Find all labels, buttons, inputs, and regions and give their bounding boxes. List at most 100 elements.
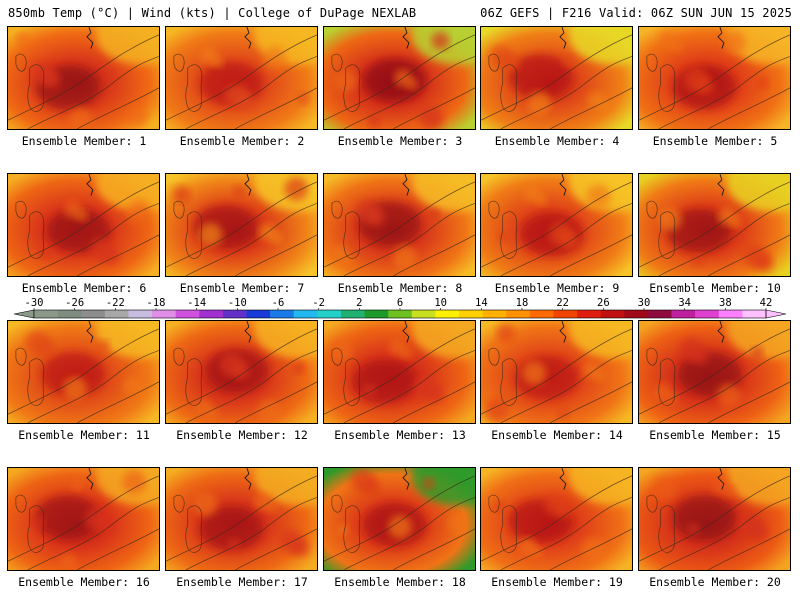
temperature-field (8, 27, 159, 129)
cool-region (568, 27, 632, 65)
ensemble-member-label: Ensemble Member: 5 (652, 134, 778, 148)
coastline (559, 174, 567, 196)
colorbar-swatch (529, 310, 554, 318)
colorbar-swatch (104, 310, 129, 318)
colorbar-swatch (199, 310, 224, 318)
heat-core (666, 209, 730, 253)
temperature-field (481, 27, 632, 129)
temperature-field (639, 321, 790, 423)
height-contours (324, 181, 475, 276)
height-contours (639, 475, 790, 570)
height-contours (481, 34, 632, 129)
colorbar-tick-label: 42 (760, 297, 773, 309)
temperature-colorbar: -30 -26 -22 -18 -14 -10 -6 -2 2 6 10 14 18 22 26 30 34 38… (12, 295, 788, 321)
ensemble-member-label: Ensemble Member: 17 (176, 575, 308, 589)
temperature-field (8, 468, 159, 570)
height-contours (481, 181, 632, 276)
coastline (86, 174, 94, 196)
colorbar-swatch (435, 310, 460, 318)
coastline (244, 468, 252, 490)
ensemble-member-map[interactable] (638, 467, 791, 571)
cool-region (568, 321, 632, 359)
coastline (402, 27, 410, 49)
colorbar-tick-label: -14 (187, 297, 206, 309)
ensemble-member-map[interactable] (165, 26, 318, 130)
temperature-field (166, 321, 317, 423)
ensemble-member-map[interactable] (165, 467, 318, 571)
colorbar-tick-label: 34 (678, 297, 691, 309)
ensemble-member-label: Ensemble Member: 1 (21, 134, 147, 148)
map-title: 850mb Temp (°C) | Wind (kts) | College o… (8, 6, 417, 20)
ensemble-member-label: Ensemble Member: 20 (649, 575, 781, 589)
temperature-field (639, 468, 790, 570)
cool-region (726, 174, 790, 212)
ensemble-member-label: Ensemble Member: 4 (494, 134, 620, 148)
cool-region (568, 468, 632, 506)
ensemble-member-map[interactable] (638, 320, 791, 424)
coastline (244, 321, 252, 343)
ensemble-member-map[interactable] (323, 467, 476, 571)
ensemble-member-map[interactable] (165, 173, 318, 277)
colorbar-swatch (600, 310, 625, 318)
colorbar-tick-label: -6 (272, 297, 285, 309)
colorbar-tick-label: 26 (597, 297, 610, 309)
heat-core (35, 495, 99, 539)
ensemble-member-map[interactable] (7, 26, 160, 130)
ensemble-member-map[interactable] (165, 320, 318, 424)
ensemble-member-map[interactable] (323, 26, 476, 130)
cool-region (726, 321, 790, 359)
ensemble-member-map[interactable] (7, 173, 160, 277)
colorbar-swatch (340, 310, 365, 318)
coastline (717, 321, 725, 343)
temperature-field (324, 468, 475, 570)
colorbar-swatch (482, 310, 507, 318)
temperature-field (324, 27, 475, 129)
ensemble-member-map[interactable] (7, 320, 160, 424)
temperature-field (481, 321, 632, 423)
ensemble-member-label: Ensemble Member: 14 (491, 428, 623, 442)
ensemble-member-map[interactable] (480, 173, 633, 277)
temperature-field (324, 321, 475, 423)
ensemble-member-label: Ensemble Member: 10 (649, 281, 781, 295)
ensemble-member-map[interactable] (480, 26, 633, 130)
ensemble-member-label: Ensemble Member: 15 (649, 428, 781, 442)
coastline (86, 468, 94, 490)
ensemble-member-map[interactable] (638, 173, 791, 277)
ensemble-member-label: Ensemble Member: 19 (491, 575, 623, 589)
height-contours (639, 181, 790, 276)
height-contours (8, 34, 159, 129)
coastline (559, 27, 567, 49)
colorbar-swatch (81, 310, 106, 318)
ensemble-member-map[interactable] (480, 467, 633, 571)
ensemble-member-label: Ensemble Member: 2 (179, 134, 305, 148)
ensemble-member-label: Ensemble Member: 3 (337, 134, 463, 148)
height-contours (8, 475, 159, 570)
colorbar-tick-label: 2 (356, 297, 362, 309)
colorbar-swatch (34, 310, 58, 318)
ensemble-member-map[interactable] (323, 320, 476, 424)
cool-region (253, 321, 317, 359)
colorbar-swatch (459, 310, 483, 318)
colorbar-tick-label: 14 (475, 297, 488, 309)
temperature-field (324, 174, 475, 276)
ensemble-member-map[interactable] (7, 467, 160, 571)
ensemble-member-map[interactable] (480, 320, 633, 424)
coastline (717, 468, 725, 490)
ensemble-member-map[interactable] (638, 26, 791, 130)
cool-region (411, 174, 475, 212)
coastline (244, 27, 252, 49)
temperature-field (481, 174, 632, 276)
colorbar-tick-label: -22 (106, 297, 125, 309)
colorbar-swatch (128, 310, 153, 318)
height-contours (481, 328, 632, 423)
colorbar-tick-label: -18 (147, 297, 166, 309)
ensemble-member-map[interactable] (323, 173, 476, 277)
colorbar-swatch (553, 310, 578, 318)
cool-region (411, 468, 475, 506)
colorbar-swatch (577, 310, 602, 318)
colorbar-tick-label: 18 (516, 297, 529, 309)
coastline (559, 468, 567, 490)
coastline (402, 321, 410, 343)
ensemble-member-label: Ensemble Member: 18 (334, 575, 466, 589)
coastline (402, 174, 410, 196)
